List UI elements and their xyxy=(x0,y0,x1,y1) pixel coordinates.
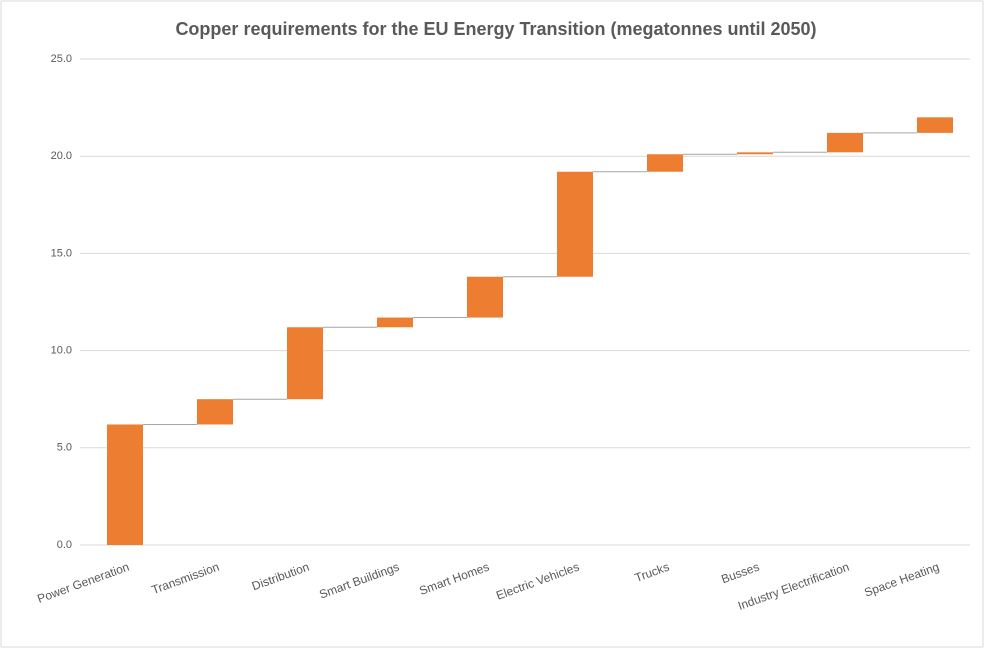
bar xyxy=(557,171,593,277)
bar xyxy=(647,154,683,172)
y-tick-label: 5.0 xyxy=(57,442,72,454)
bar xyxy=(287,327,323,400)
bar xyxy=(737,152,773,155)
bar xyxy=(377,317,413,328)
chart-title: Copper requirements for the EU Energy Tr… xyxy=(175,19,816,39)
y-tick-label: 20.0 xyxy=(51,150,72,162)
y-tick-label: 15.0 xyxy=(51,247,72,259)
bar xyxy=(107,424,143,545)
bar xyxy=(467,276,503,318)
bar xyxy=(827,132,863,153)
y-tick-label: 10.0 xyxy=(51,345,72,357)
y-tick-label: 25.0 xyxy=(51,53,72,65)
y-tick-label: 0.0 xyxy=(57,539,72,551)
bar xyxy=(917,117,953,133)
bar xyxy=(197,399,233,425)
